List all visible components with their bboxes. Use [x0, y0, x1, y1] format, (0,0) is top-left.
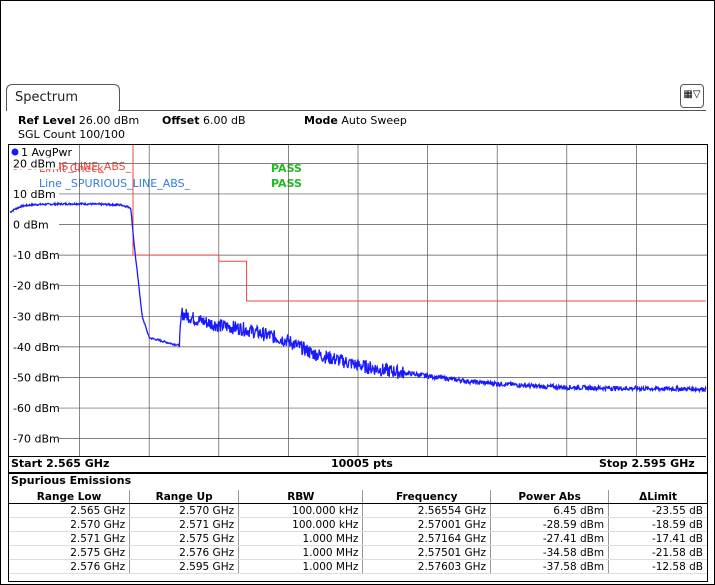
table-cell: -12.58 dB: [608, 559, 707, 574]
table-cell: 2.576 GHz: [9, 559, 130, 574]
sweep-mode: Mode Auto Sweep: [304, 114, 407, 127]
table-cell: 2.570 GHz: [9, 517, 130, 532]
table-cell: 2.56554 GHz: [362, 503, 491, 518]
y-tick-background: [9, 279, 59, 292]
table-cell: 1.000 MHz: [238, 545, 363, 560]
y-tick-background: [9, 340, 59, 353]
sweep-points: 10005 pts: [331, 457, 393, 470]
table-row: 2.570 GHz 2.571 GHz 100.000 kHz 2.57001 GHz…: [9, 517, 707, 532]
table-cell: -27.41 dBm: [490, 531, 609, 546]
limit-line: [132, 145, 706, 302]
table-row: 2.571 GHz 2.575 GHz 1.000 MHz 2.57164 GHz -2…: [9, 531, 707, 546]
y-tick-label: 20 dBm: [13, 157, 56, 170]
tab-spectrum-label: Spectrum: [15, 90, 78, 105]
y-tick-label: -50 dBm: [13, 371, 60, 384]
table-cell: 2.570 GHz: [129, 503, 239, 518]
stop-frequency: Stop 2.595 GHz: [599, 457, 695, 470]
table-cell: -28.59 dBm: [490, 517, 609, 532]
column-header: Power Abs: [490, 490, 609, 504]
y-tick-background: [9, 310, 59, 323]
start-frequency: Start 2.565 GHz: [11, 457, 110, 470]
tab-spectrum[interactable]: Spectrum: [6, 84, 120, 111]
sgl-count: SGL Count 100/100: [18, 128, 125, 141]
table-cell: 6.45 dBm: [490, 503, 609, 518]
table-cell: 2.57164 GHz: [362, 531, 491, 546]
trace-1-indicator-icon: [11, 148, 19, 156]
y-tick-label: -30 dBm: [13, 310, 60, 323]
y-tick-background: [9, 218, 59, 231]
column-header: ΔLimit: [608, 490, 707, 504]
limit-line-2-name: Line _SPURIOUS_LINE_ABS_: [39, 177, 191, 190]
table-cell: -21.58 dB: [608, 545, 707, 560]
table-cell: -34.58 dBm: [490, 545, 609, 560]
column-header: Range Low: [9, 490, 130, 504]
table-row: 2.575 GHz 2.576 GHz 1.000 MHz 2.57501 GHz -3…: [9, 545, 707, 560]
table-row: 2.565 GHz 2.570 GHz 100.000 kHz 2.56554 GHz…: [9, 503, 707, 518]
column-header: Range Up: [129, 490, 239, 504]
table-cell: 1.000 MHz: [238, 531, 363, 546]
sweep-status-bar: Start 2.565 GHz 10005 pts Stop 2.595 GHz: [9, 456, 706, 471]
table-cell: 2.571 GHz: [129, 517, 239, 532]
y-tick-background: [9, 157, 59, 170]
table-cell: 100.000 kHz: [238, 517, 363, 532]
y-tick-labels: 20 dBm 10 dBm 0 dBm -10 dBm -20 dBm -30 dBm -4…: [9, 157, 60, 446]
table-body: 2.565 GHz 2.570 GHz 100.000 kHz 2.56554 GHz…: [9, 503, 707, 574]
spectrum-diagram[interactable]: 1 AvgPwr SPURIOUS_LINE_ABS_ Limit Check …: [8, 144, 708, 473]
table-cell: 2.565 GHz: [9, 503, 130, 518]
spurious-emissions-table: Spurious Emissions Range Low Range Up RBW F…: [8, 473, 708, 582]
y-tick-label: -40 dBm: [13, 341, 60, 354]
table-row: 2.576 GHz 2.595 GHz 1.000 MHz 2.57603 GHz -3…: [9, 559, 707, 574]
table-cell: 100.000 kHz: [238, 503, 363, 518]
table-cell: -37.58 dBm: [490, 559, 609, 574]
limit-line-2-result: PASS: [271, 177, 302, 190]
table-cell: 2.57001 GHz: [362, 517, 491, 532]
y-tick-label: -20 dBm: [13, 280, 60, 293]
y-tick-label: 0 dBm: [13, 219, 49, 232]
table-cell: 2.595 GHz: [129, 559, 239, 574]
y-tick-label: 10 dBm: [13, 188, 56, 201]
offset: Offset 6.00 dB: [162, 114, 246, 127]
trace-label: 1 AvgPwr: [21, 146, 72, 159]
y-tick-label: -60 dBm: [13, 402, 60, 415]
trace-1-line: [9, 201, 707, 394]
table-cell: -23.55 dB: [608, 503, 707, 518]
table-cell: -18.59 dB: [608, 517, 707, 532]
limit-line-1-result: PASS: [271, 162, 302, 175]
table-cell: 2.576 GHz: [129, 545, 239, 560]
tab-divider: [118, 110, 706, 111]
y-tick-label: -70 dBm: [13, 433, 60, 446]
table-cell: 2.575 GHz: [129, 531, 239, 546]
table-cell: 2.57603 GHz: [362, 559, 491, 574]
y-tick-label: -10 dBm: [13, 249, 60, 262]
y-tick-background: [9, 432, 59, 445]
column-header: Frequency: [362, 490, 491, 504]
table-cell: 1.000 MHz: [238, 559, 363, 574]
y-tick-background: [9, 371, 59, 384]
column-header: RBW: [238, 490, 363, 504]
table-title: Spurious Emissions: [11, 474, 132, 487]
spurious-table-grid: Range Low Range Up RBW Frequency Power Abs ΔL…: [9, 490, 707, 574]
y-tick-background: [9, 402, 59, 415]
table-cell: -17.41 dB: [608, 531, 707, 546]
spectrum-plot: 1 AvgPwr SPURIOUS_LINE_ABS_ Limit Check …: [9, 145, 707, 457]
settings-config-icon[interactable]: ▦▽: [680, 84, 704, 108]
table-cell: 2.57501 GHz: [362, 545, 491, 560]
y-tick-background: [9, 187, 59, 200]
ref-level: Ref Level 26.00 dBm: [18, 114, 140, 127]
table-cell: 2.575 GHz: [9, 545, 130, 560]
y-tick-background: [9, 249, 59, 262]
table-cell: 2.571 GHz: [9, 531, 130, 546]
table-header-row: Range Low Range Up RBW Frequency Power Abs ΔL…: [9, 490, 707, 504]
